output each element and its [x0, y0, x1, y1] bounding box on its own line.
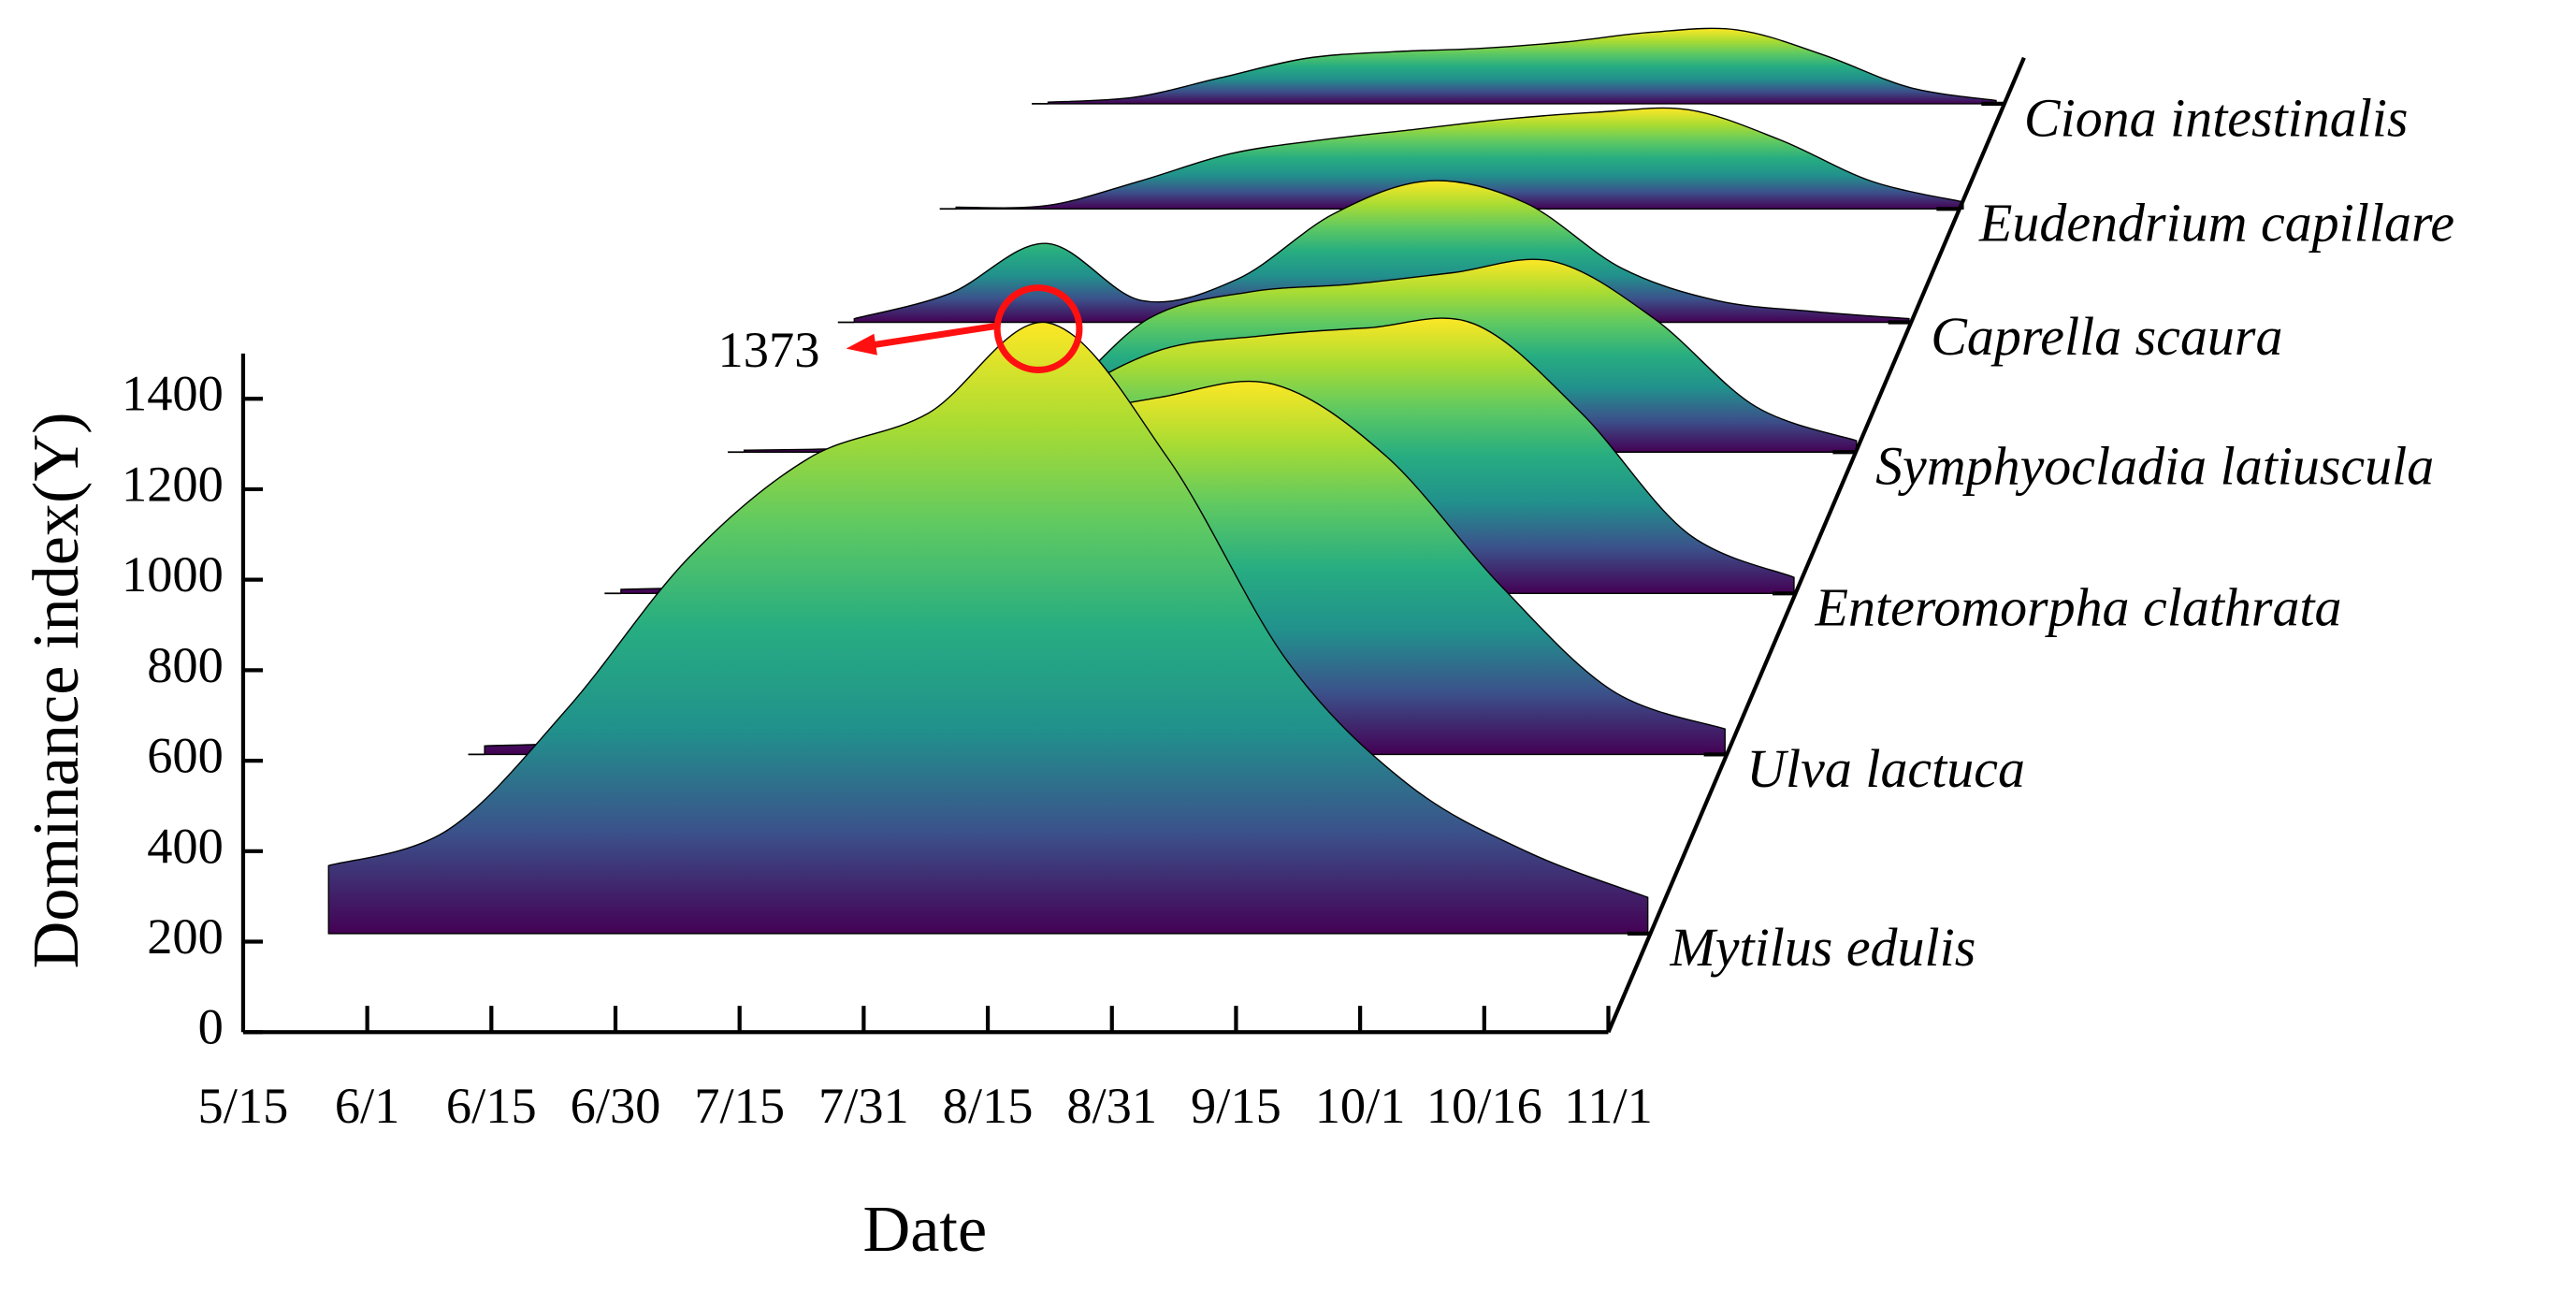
axes: 0 200 400 600 800 1000 1200 1400 5/15 6/1 6/15 6/30… — [122, 56, 2454, 1134]
annotation-arrow — [870, 322, 1000, 349]
annotation-label: 1373 — [718, 321, 820, 378]
y-tick-label: 200 — [147, 907, 224, 965]
x-tick-label: 6/30 — [571, 1077, 661, 1134]
y-tick-label: 0 — [198, 998, 224, 1055]
x-tick-label: 10/16 — [1426, 1077, 1542, 1134]
ridges — [327, 27, 1997, 935]
y-tick-label: 800 — [147, 636, 224, 693]
ridge — [1047, 27, 1997, 105]
x-tick-label: 8/15 — [943, 1077, 1034, 1134]
y-tick-label: 400 — [147, 817, 224, 874]
series-label: Ciona intestinalis — [2024, 87, 2409, 148]
series-label: Eudendrium capillare — [1978, 193, 2454, 254]
series-label: Caprella scaura — [1931, 306, 2282, 367]
annotation: 1373 — [718, 284, 1083, 378]
series-label: Mytilus edulis — [1670, 917, 1976, 978]
series-label: Symphyocladia latiuscula — [1875, 436, 2434, 497]
x-tick-label: 8/31 — [1066, 1077, 1157, 1134]
x-tick-label: 10/1 — [1315, 1077, 1406, 1134]
x-tick-label: 9/15 — [1191, 1077, 1281, 1134]
arrow-head — [846, 333, 877, 356]
y-tick-label: 1200 — [122, 455, 224, 512]
series-label: Enteromorpha clathrata — [1815, 577, 2342, 638]
x-axis-title: Date — [863, 1193, 988, 1266]
x-tick-label: 6/1 — [335, 1077, 400, 1134]
series-label: Ulva lactuca — [1746, 738, 2025, 799]
depth-axis-line — [1606, 56, 2026, 1034]
x-tick-label: 6/15 — [446, 1077, 537, 1134]
y-axis-title: Dominance index(Y) — [20, 412, 93, 968]
x-tick-label: 7/31 — [818, 1077, 909, 1134]
x-tick-label: 11/1 — [1564, 1077, 1653, 1134]
ridge — [327, 321, 1649, 935]
y-tick-label: 1000 — [122, 545, 224, 602]
y-tick-label: 600 — [147, 727, 224, 784]
x-tick-label: 7/15 — [694, 1077, 785, 1134]
ridge — [853, 180, 1910, 324]
x-tick-label: 5/15 — [198, 1077, 289, 1134]
ridge — [955, 107, 1964, 210]
y-tick-label: 1400 — [122, 365, 224, 422]
